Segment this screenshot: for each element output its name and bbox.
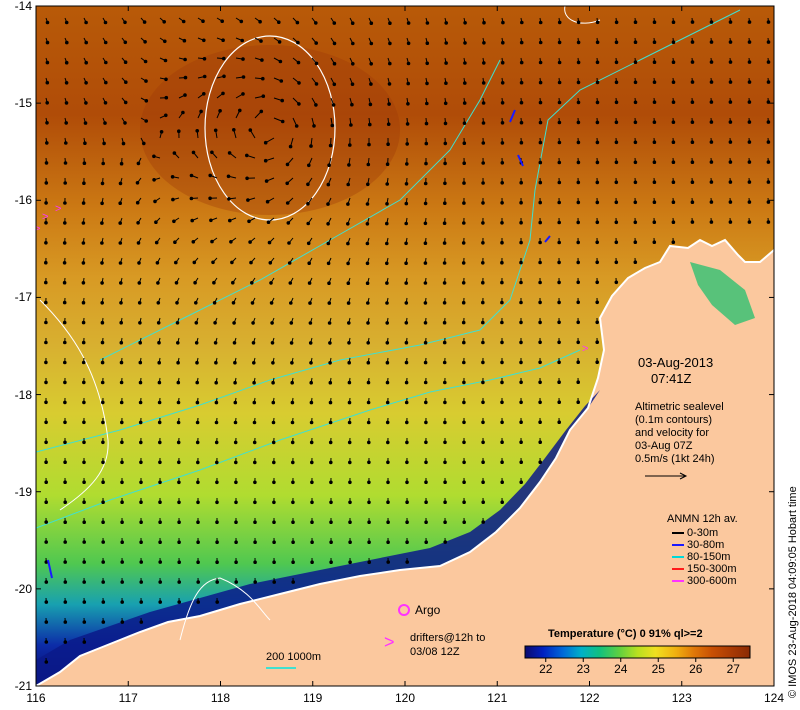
bathymetry-label: 200 1000m (266, 651, 322, 663)
colorbar-tick-label: 23 (576, 662, 590, 676)
svg-text:>: > (55, 203, 61, 215)
anmn-legend-item: 0-30m (672, 528, 718, 539)
altimetry-line-3: and velocity for (635, 427, 709, 439)
altimetry-line-2: (0.1m contours) (635, 414, 713, 426)
altimetry-line-1: Altimetric sealevel (635, 401, 724, 413)
lat-tick-label: -20 (14, 581, 32, 596)
drifters-label-1: drifters@12h to (410, 632, 486, 644)
argo-legend-symbol (398, 604, 410, 616)
bathymetry-200m (36, 349, 581, 529)
colorbar-title: Temperature (°C) 0 91% ql>=2 (548, 628, 703, 640)
lon-tick-label: 121 (487, 691, 508, 705)
ocean-area (36, 6, 774, 686)
colorbar-tick-label: 25 (651, 662, 665, 676)
colorbar-tick-label: 22 (539, 662, 553, 676)
anmn-legend-item: 150-300m (672, 564, 737, 575)
lat-tick-label: -15 (14, 96, 32, 111)
anmn-legend-title: ANMN 12h av. (667, 513, 738, 525)
coastline (36, 238, 774, 686)
lon-tick-label: 123 (671, 691, 692, 705)
axis-ticks (35, 5, 775, 687)
lon-tick-label: 122 (579, 691, 600, 705)
anmn-arrow-icon (672, 580, 684, 583)
lat-tick-label: -16 (14, 193, 32, 208)
svg-text:>: > (34, 223, 40, 235)
lat-tick-label: -17 (14, 290, 32, 305)
altimetry-line-4: 03-Aug 07Z (635, 440, 693, 452)
time-label: 07:41Z (651, 371, 692, 386)
date-label: 03-Aug-2013 (638, 355, 714, 370)
lat-tick-label: -21 (14, 679, 32, 693)
colorbar-tick-label: 26 (689, 662, 703, 676)
lat-tick-label: -18 (14, 387, 32, 402)
velocity-vectors (44, 17, 771, 664)
anmn-legend-item: 80-150m (672, 552, 730, 563)
anmn-arrow-icon (672, 556, 684, 559)
lon-tick-label: 117 (118, 691, 138, 705)
altimetry-line-5: 0.5m/s (1kt 24h) (635, 453, 715, 465)
lat-tick-label: -19 (14, 484, 32, 499)
argo-markers: > > > > (34, 203, 588, 355)
argo-label: Argo (415, 603, 441, 617)
drifters-label-2: 03/08 12Z (410, 646, 460, 658)
lon-tick-label: 119 (303, 691, 323, 705)
anmn-arrow-icon (672, 544, 684, 547)
anmn-arrow-icon (672, 568, 684, 571)
svg-text:>: > (582, 343, 588, 355)
temperature-colorbar (524, 645, 751, 659)
anmn-legend-label: 150-300m (687, 563, 737, 575)
anmn-legend-item: 30-80m (672, 540, 724, 551)
lon-tick-label: 116 (26, 691, 46, 705)
bathymetry-1000m (36, 9, 741, 453)
lon-tick-label: 124 (764, 691, 785, 705)
credit-text: © IMOS 23-Aug-2018 04:09:05 Hobart time (787, 486, 799, 698)
anmn-arrow-icon (672, 532, 684, 535)
colorbar-tick-label: 24 (614, 662, 628, 676)
sealevel-contour-eddy (204, 35, 336, 221)
lat-tick-label: -14 (14, 0, 32, 13)
anmn-legend-item: 300-600m (672, 576, 737, 587)
anmn-legend-label: 30-80m (687, 539, 725, 551)
drifter-legend-symbol: > (384, 632, 395, 652)
anmn-legend-label: 80-150m (687, 551, 731, 563)
svg-text:>: > (42, 211, 48, 223)
lon-tick-label: 120 (395, 691, 416, 705)
anmn-legend-label: 300-600m (687, 575, 737, 587)
anmn-legend-label: 0-30m (687, 527, 719, 539)
colorbar-tick-label: 27 (726, 662, 740, 676)
altimetry-note: Altimetric sealevel (0.1m contours) and … (635, 401, 724, 466)
lon-tick-label: 118 (210, 691, 231, 705)
